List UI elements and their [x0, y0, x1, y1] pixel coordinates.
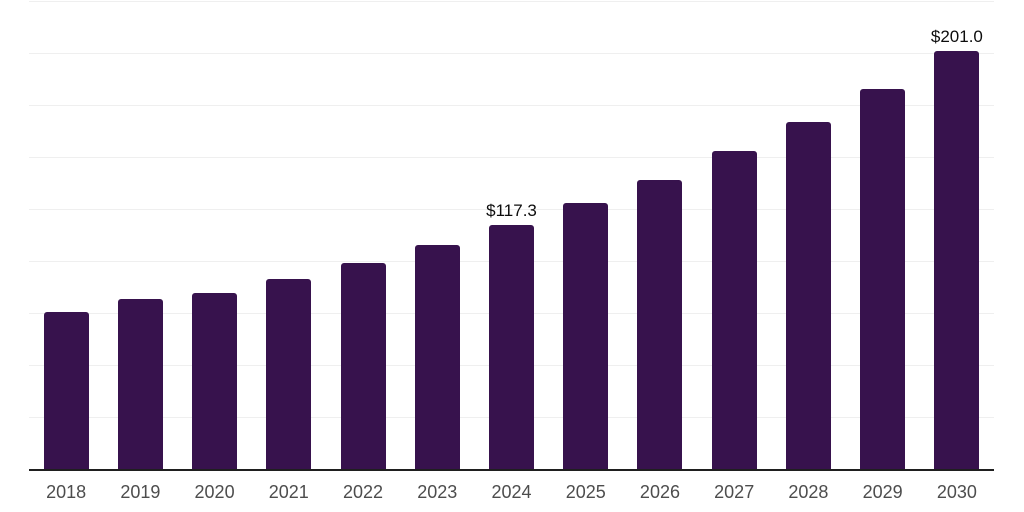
- x-tick-label-2027: 2027: [714, 482, 755, 502]
- plot-area: $117.3 $201.0: [29, 1, 994, 469]
- x-tick-label-2024: 2024: [491, 482, 532, 502]
- x-tick-label-2030: 2030: [936, 482, 977, 502]
- x-tick-label-2025: 2025: [565, 482, 606, 502]
- x-axis-line: [29, 469, 994, 471]
- gridline-150: [29, 157, 994, 158]
- x-tick-label-2018: 2018: [46, 482, 87, 502]
- bar-2023: [414, 244, 460, 469]
- x-tick-label-2023: 2023: [417, 482, 458, 502]
- gridline-125: [29, 209, 994, 210]
- bar-2028: [785, 122, 831, 469]
- bar-2030: [934, 50, 980, 469]
- x-tick-label-2022: 2022: [343, 482, 384, 502]
- value-label-2030: $201.0: [930, 26, 983, 46]
- bar-2022: [340, 263, 386, 469]
- bar-2020: [192, 292, 238, 469]
- bar-2025: [563, 202, 609, 469]
- bar-2029: [860, 89, 906, 469]
- gridline-200: [29, 53, 994, 54]
- bar-2021: [266, 279, 312, 469]
- gridline-175: [29, 105, 994, 106]
- bar-2024: [489, 225, 534, 469]
- bar-2026: [637, 179, 683, 469]
- bar-2019: [117, 299, 163, 469]
- x-tick-label-2028: 2028: [788, 482, 829, 502]
- bar-2018: [43, 311, 89, 469]
- x-tick-label-2029: 2029: [862, 482, 903, 502]
- x-tick-label-2026: 2026: [639, 482, 680, 502]
- gridline-225: [29, 1, 994, 2]
- value-label-2024: $117.3: [486, 201, 537, 221]
- bar-2027: [711, 150, 757, 469]
- x-tick-label-2019: 2019: [120, 482, 161, 502]
- x-tick-label-2021: 2021: [268, 482, 309, 502]
- x-tick-label-2020: 2020: [194, 482, 235, 502]
